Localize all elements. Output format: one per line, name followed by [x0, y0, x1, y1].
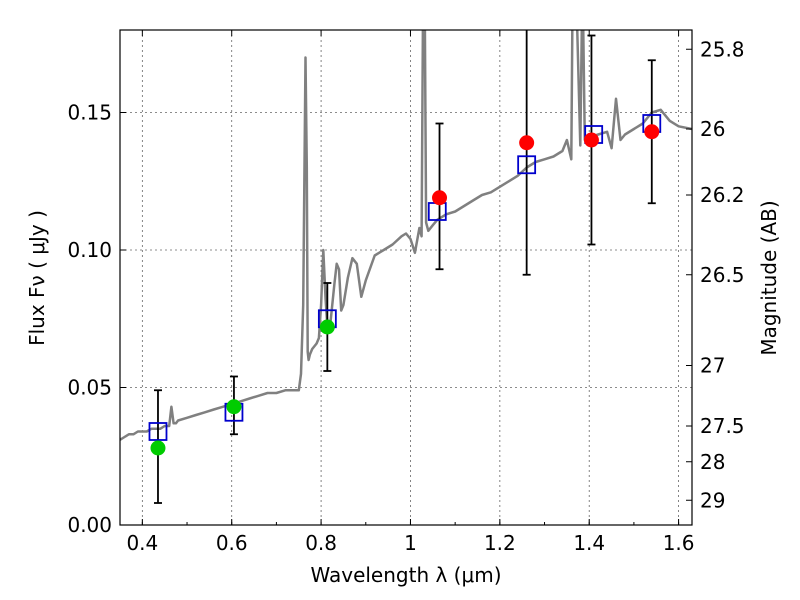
grid-lines — [120, 30, 692, 525]
model-sed-line — [120, 30, 692, 441]
x-tick-label: 1.6 — [663, 531, 695, 555]
observed-flux-point — [583, 132, 599, 148]
plot-frame — [119, 29, 693, 526]
mag-tick-label: 25.8 — [700, 37, 745, 61]
x-tick-label: 1.4 — [573, 531, 605, 555]
observed-flux-point — [319, 319, 335, 335]
y-tick-label: 0.00 — [67, 513, 112, 537]
observed-flux-point — [519, 135, 535, 151]
y-tick-label: 0.15 — [67, 101, 112, 125]
model-photometry-square — [517, 155, 537, 175]
y-tick-label: 0.10 — [67, 238, 112, 262]
x-tick-label: 0.6 — [216, 531, 248, 555]
mag-tick-label: 27.5 — [700, 414, 745, 438]
right-axis-label: Magnitude (AB) — [757, 200, 781, 355]
x-tick-label: 1.2 — [484, 531, 516, 555]
x-axis-label: Wavelength λ (μm) — [310, 563, 501, 587]
y-axis-label: Flux Fν ( μJy ) — [25, 210, 49, 346]
x-tick-label: 0.4 — [126, 531, 158, 555]
mag-tick-label: 28 — [700, 450, 725, 474]
y-tick-label: 0.05 — [67, 376, 112, 400]
model-photometry-square — [148, 422, 168, 441]
mag-tick-label: 26 — [700, 117, 725, 141]
mag-tick-label: 29 — [700, 488, 725, 512]
mag-tick-label: 26.2 — [700, 183, 745, 207]
observed-flux-point — [432, 190, 448, 206]
mag-tick-label: 27 — [700, 354, 725, 378]
axis-ticks: 0.4 0.6 0.8 1 1.2 1.4 1.6 0.00 0.05 0.10 0.15 25.8 2… — [67, 30, 745, 555]
observed-flux-point — [644, 124, 660, 140]
observed-flux-point — [226, 399, 242, 415]
x-tick-label: 1 — [404, 531, 417, 555]
observed-flux-point — [150, 440, 166, 456]
x-tick-label: 0.8 — [305, 531, 337, 555]
mag-tick-label: 26.5 — [700, 263, 745, 287]
